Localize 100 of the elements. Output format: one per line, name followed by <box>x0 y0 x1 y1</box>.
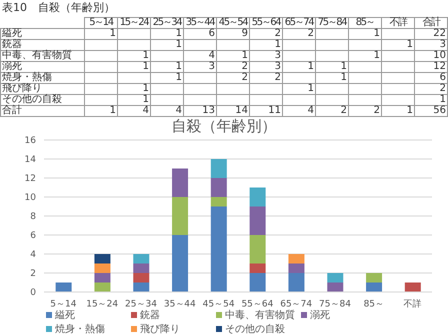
data-label: 22 <box>414 28 448 40</box>
legend-label: 中毒、有害物質 <box>225 308 295 322</box>
x-tick-label: 75～84 <box>319 299 352 310</box>
chart-title: 自殺（年齢別） <box>170 116 278 136</box>
chart-title: 表10 自殺（年齢別） <box>1 0 116 16</box>
x-tick-label: 45～54 <box>202 299 235 310</box>
data-label: 2 <box>216 61 250 72</box>
x-tick-label: 85～ <box>364 299 384 310</box>
data-label: 13 <box>184 105 216 116</box>
bar <box>250 206 266 235</box>
y-tick-label: 飛び降り <box>0 83 84 94</box>
x-tick-label: 75～84 <box>316 17 348 28</box>
y-tick-label: 銃器 <box>0 39 84 50</box>
data-label: 1 <box>216 50 250 62</box>
data-label: 3 <box>250 61 282 72</box>
data-label: 12 <box>414 61 448 72</box>
y-tick-label: 10 <box>24 193 36 204</box>
data-label: 2 <box>282 28 316 40</box>
bar <box>250 188 266 206</box>
x-tick-label: 25～34 <box>125 299 158 310</box>
x-tick-label: 55～64 <box>250 17 282 28</box>
bar <box>250 264 266 273</box>
bar <box>210 206 227 292</box>
y-tick-label: 14 <box>24 155 36 166</box>
bar <box>94 264 110 273</box>
data-label: 56 <box>414 105 448 116</box>
bar <box>94 282 110 292</box>
bar <box>327 282 344 292</box>
y-tick-label: 合計 <box>0 105 84 116</box>
data-label: 1 <box>150 61 184 72</box>
bar <box>133 264 150 273</box>
data-label: 3 <box>250 50 282 62</box>
y-tick-label: 縊死 <box>0 28 84 40</box>
data-label: 1 <box>150 39 184 50</box>
x-tick-label: 55～64 <box>241 299 274 310</box>
data-label: 3 <box>184 61 216 72</box>
x-tick-label: 合計 <box>414 17 448 28</box>
data-label: 1 <box>282 83 316 94</box>
data-label: 2 <box>414 83 448 94</box>
data-label: 4 <box>118 105 150 116</box>
bar <box>404 282 421 292</box>
bar <box>250 235 266 264</box>
bar <box>56 282 72 292</box>
data-label: 14 <box>216 105 250 116</box>
data-label: 1 <box>250 39 282 50</box>
y-tick-label: 2 <box>30 269 36 280</box>
data-label: 11 <box>250 105 282 116</box>
data-label: 1 <box>348 50 382 62</box>
bar <box>94 254 110 264</box>
bar <box>172 168 188 197</box>
bar <box>94 273 110 282</box>
data-label: 9 <box>216 28 250 40</box>
x-tick-label: 45～54 <box>216 17 250 28</box>
data-label: 6 <box>184 28 216 40</box>
y-tick-label: 4 <box>30 250 36 260</box>
data-label: 1 <box>150 72 184 84</box>
y-tick-label: 12 <box>24 174 36 184</box>
bar <box>366 273 382 282</box>
x-tick-label: 15～24 <box>118 17 150 28</box>
bar <box>133 282 150 292</box>
data-label: 2 <box>216 72 250 84</box>
x-tick-label: 25～34 <box>150 17 184 28</box>
bar <box>133 254 150 264</box>
data-label: 1 <box>84 105 118 116</box>
x-tick-label: 35～44 <box>164 299 196 310</box>
legend-label: その他の自殺 <box>225 323 285 336</box>
x-tick-label: 不詳 <box>382 17 414 28</box>
data-label: 1 <box>382 39 414 50</box>
bar <box>172 197 188 235</box>
data-label: 2 <box>250 72 282 84</box>
data-label: 4 <box>282 105 316 116</box>
bar <box>210 197 227 206</box>
legend-label: 溺死 <box>310 309 330 322</box>
y-tick-label: その他の自殺 <box>0 94 84 106</box>
bar <box>288 264 304 273</box>
data-label: 2 <box>250 28 282 40</box>
y-tick-label: 中毒、有害物質 <box>0 50 84 62</box>
x-tick-label: 65～74 <box>280 299 312 310</box>
x-tick-label: 不詳 <box>404 298 422 310</box>
data-label: 1 <box>382 105 414 116</box>
x-tick-label: 15～24 <box>86 299 118 310</box>
bar <box>250 273 266 292</box>
bar <box>366 282 382 292</box>
data-label: 1 <box>118 83 150 94</box>
x-tick-label: 65～74 <box>282 17 316 28</box>
y-tick-label: 8 <box>30 212 36 222</box>
bar <box>327 273 344 282</box>
data-label: 1 <box>84 28 118 40</box>
x-tick-label: 5～14 <box>84 17 118 28</box>
y-tick-label: 焼身・熱傷 <box>0 72 84 84</box>
data-label: 3 <box>414 39 448 50</box>
bar <box>210 159 227 178</box>
y-tick-label: 16 <box>24 136 36 146</box>
bar <box>288 254 304 264</box>
data-label: 1 <box>118 94 150 106</box>
legend-label: 飛び降り <box>140 323 180 336</box>
x-tick-label: 35～44 <box>184 17 216 28</box>
data-label: 1 <box>348 28 382 40</box>
data-label: 1 <box>316 61 348 72</box>
legend-label: 焼身・熱傷 <box>55 322 105 336</box>
